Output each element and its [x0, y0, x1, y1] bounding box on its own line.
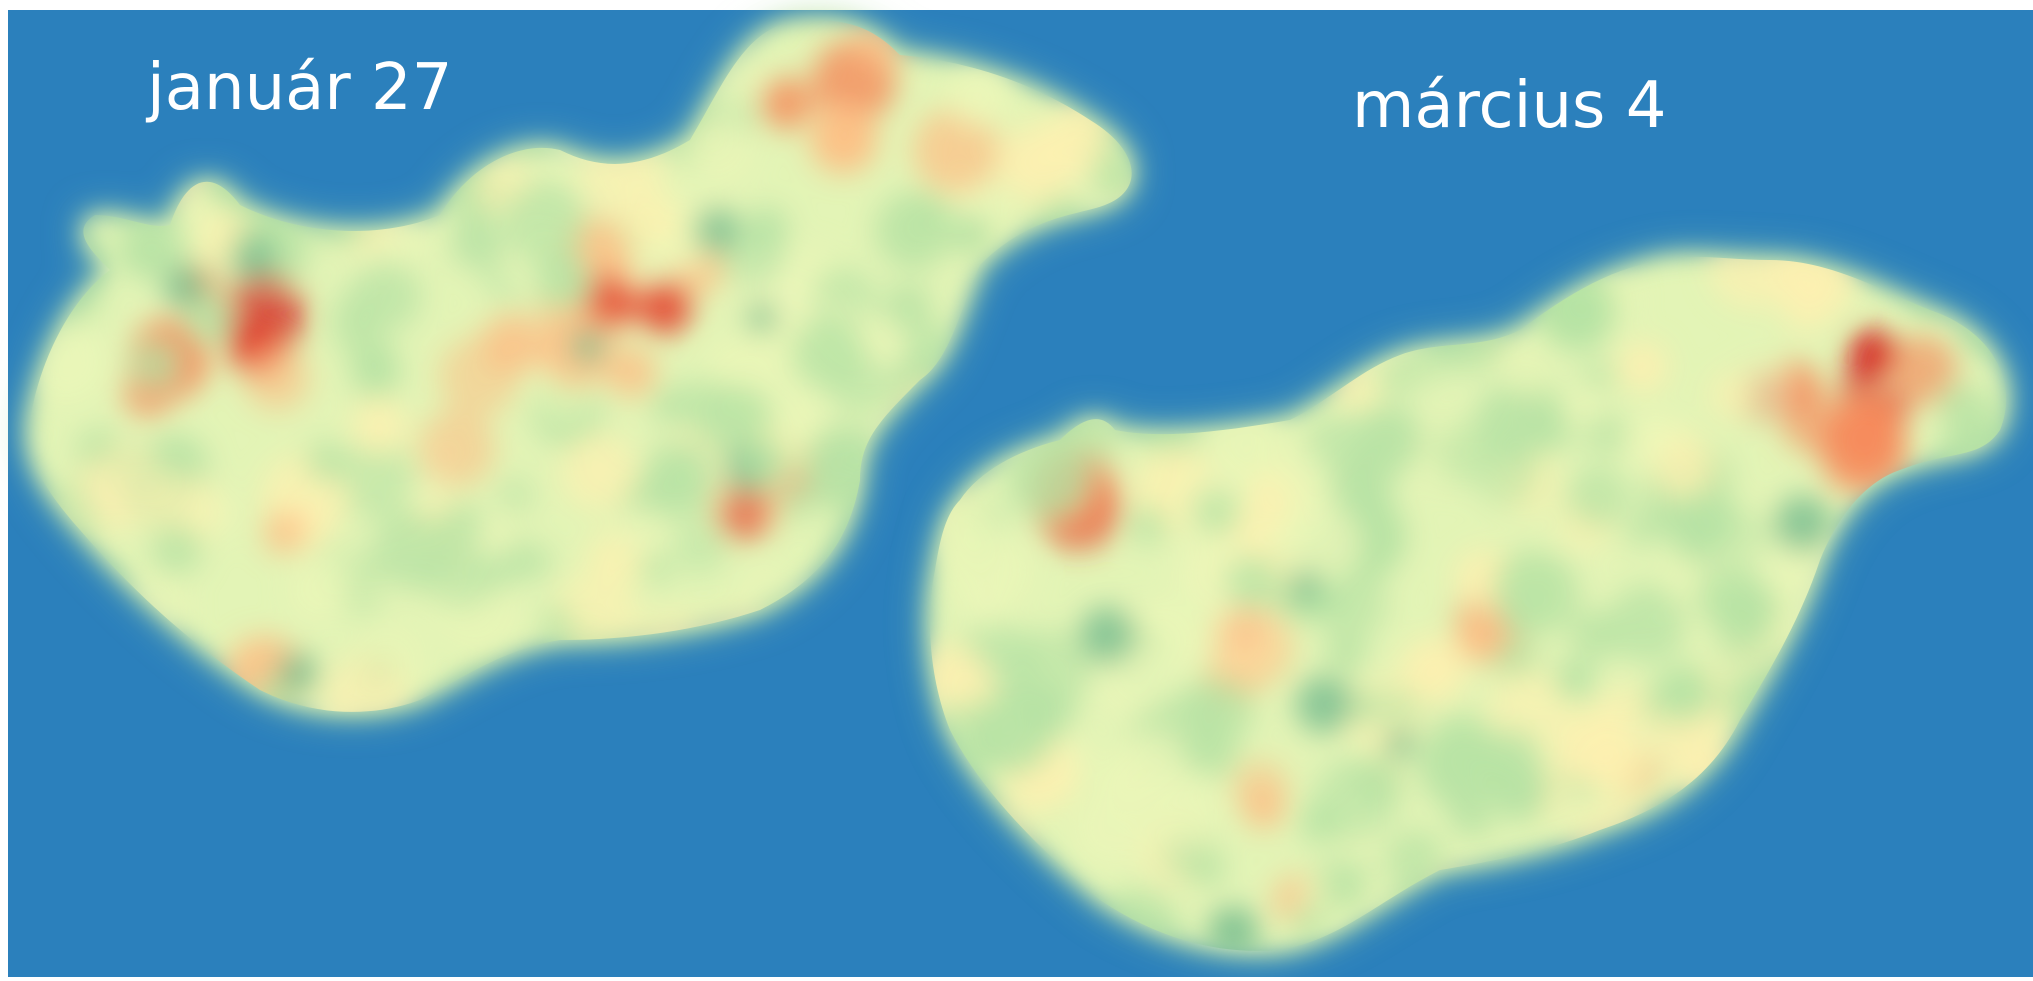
heat-spot — [496, 475, 535, 514]
heat-spot — [1244, 788, 1285, 829]
heat-spot — [1401, 637, 1467, 703]
heat-spot — [1323, 871, 1361, 909]
heat-spot — [245, 346, 310, 411]
heat-spot — [502, 182, 586, 266]
heat-spot — [714, 485, 771, 542]
heat-spot — [1071, 787, 1153, 869]
cool-spot — [1194, 489, 1240, 535]
cool-spot — [1293, 905, 1327, 939]
cool-spot — [1725, 584, 1781, 640]
cool-spot — [571, 330, 605, 364]
cool-spot — [1296, 675, 1354, 733]
cool-spot — [780, 488, 812, 520]
cool-spot — [1129, 506, 1167, 544]
cool-spot — [642, 554, 671, 583]
heat-spot — [673, 522, 725, 574]
cool-spot — [1626, 515, 1657, 546]
cool-spot — [131, 339, 182, 390]
heat-spot — [482, 313, 544, 375]
heat-spot — [606, 347, 657, 398]
heat-spot — [418, 410, 495, 487]
date-label-march: március 4 — [1352, 74, 1666, 138]
heat-spot — [1020, 686, 1074, 740]
cool-spot — [1503, 603, 1536, 636]
cool-spot — [1225, 556, 1279, 610]
heat-spot — [346, 556, 384, 594]
heat-spot — [1608, 585, 1686, 663]
heat-spot — [1300, 801, 1343, 844]
cool-spot — [1190, 852, 1225, 887]
date-label-january: január 27 — [147, 56, 452, 120]
cool-spot — [746, 302, 777, 333]
heat-spot — [1567, 467, 1629, 529]
heat-spot — [637, 279, 693, 335]
heat-spot — [761, 383, 816, 438]
heat-spot — [1456, 615, 1501, 660]
cool-spot — [1537, 398, 1568, 429]
heat-spot — [1507, 356, 1549, 398]
cool-spot — [1325, 632, 1367, 674]
cool-spot — [1189, 727, 1239, 777]
cool-spot — [232, 234, 276, 278]
cool-spot — [306, 441, 347, 482]
heat-spot — [1618, 342, 1667, 391]
cool-spot — [1939, 383, 1977, 421]
heat-spot — [792, 316, 866, 390]
cool-spot — [351, 349, 401, 399]
heat-spot — [1655, 439, 1715, 499]
heat-spot — [968, 591, 1004, 627]
heat-spot — [480, 516, 516, 552]
cool-spot — [184, 296, 234, 346]
cool-spot — [1352, 758, 1403, 809]
cool-spot — [915, 195, 951, 231]
heat-spot — [810, 106, 878, 174]
cool-spot — [541, 606, 574, 639]
heat-spot — [1554, 659, 1595, 700]
heat-spot — [562, 434, 638, 510]
heat-spot — [1275, 501, 1361, 587]
heat-spot — [118, 230, 167, 279]
heat-spot — [1426, 711, 1498, 783]
heat-spot — [329, 293, 375, 339]
heat-spot — [1781, 391, 1842, 452]
heat-spot — [352, 399, 407, 454]
heat-spot — [1734, 357, 1791, 414]
heat-spot — [1488, 728, 1539, 779]
heat-spot — [1378, 360, 1414, 396]
cool-spot — [1571, 610, 1622, 661]
heat-spot — [1583, 412, 1628, 457]
cool-spot — [1385, 728, 1417, 760]
heat-spot — [451, 218, 502, 269]
heat-spot — [760, 77, 812, 129]
heat-spot — [951, 214, 993, 256]
heat-spot — [616, 505, 663, 552]
cool-spot — [1658, 664, 1714, 720]
heat-spot — [1142, 768, 1223, 849]
heat-spot — [289, 560, 349, 620]
heat-spot — [1567, 746, 1603, 782]
cool-spot — [1352, 690, 1387, 725]
heat-spot — [884, 282, 931, 329]
cool-spot — [440, 502, 484, 546]
cool-spot — [151, 524, 201, 574]
cool-spot — [744, 438, 791, 485]
cool-spot — [1079, 607, 1137, 665]
cool-spot — [651, 387, 689, 425]
cool-spot — [694, 207, 740, 253]
cool-spot — [1289, 570, 1322, 603]
cool-spot — [1775, 495, 1833, 553]
heat-spot — [1830, 393, 1905, 468]
heat-spot — [263, 511, 307, 555]
